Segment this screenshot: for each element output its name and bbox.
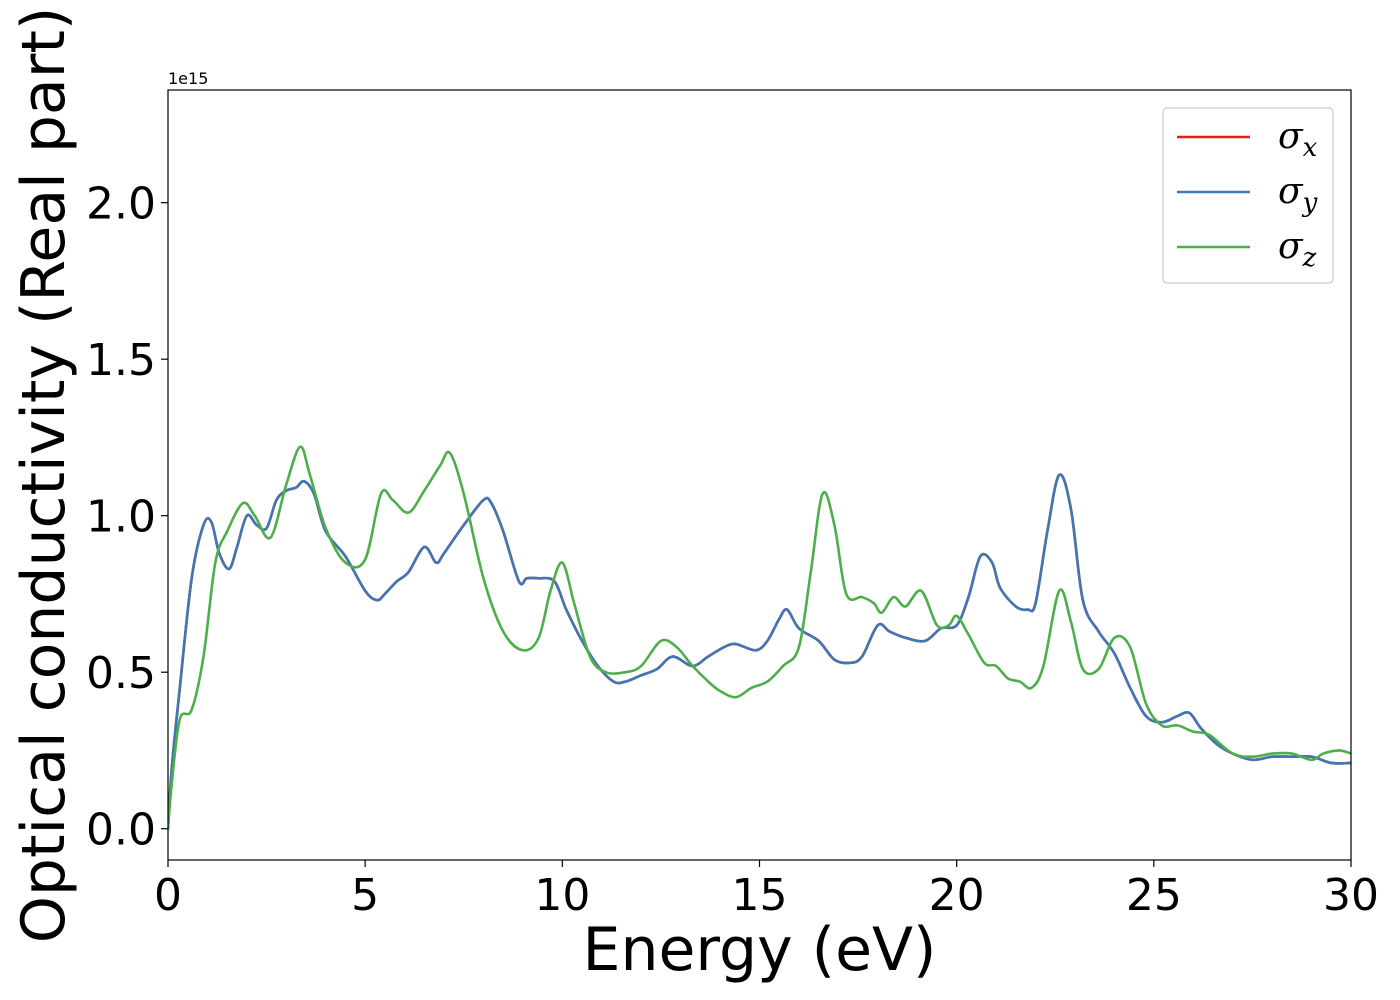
y-offset-label: 1e15 [168,69,208,88]
x-tick-label: 30 [1323,870,1379,921]
series-line-z [168,445,1351,830]
y-tick-label: 0.0 [86,805,156,856]
series-line-x [168,473,1351,830]
y-axis-ticks: 0.0 0.5 1.0 1.5 2.0 [86,179,168,856]
x-tick-label: 25 [1126,870,1182,921]
y-tick-label: 0.5 [86,648,156,699]
x-tick-label: 15 [732,870,788,921]
legend-frame [1162,107,1334,284]
x-tick-label: 5 [351,870,379,921]
x-tick-label: 20 [929,870,985,921]
y-tick-label: 2.0 [86,179,156,230]
x-tick-label: 10 [534,870,590,921]
y-tick-label: 1.5 [86,335,156,386]
x-axis-title: Energy (eV) [583,915,937,985]
series-line-y [168,473,1351,830]
y-axis-title: Optical conductivity (Real part) [9,7,79,944]
series-layer [168,445,1351,830]
y-tick-label: 1.0 [86,492,156,543]
x-tick-label: 0 [154,870,182,921]
x-axis-ticks: 0 5 10 15 20 25 30 [154,860,1379,921]
